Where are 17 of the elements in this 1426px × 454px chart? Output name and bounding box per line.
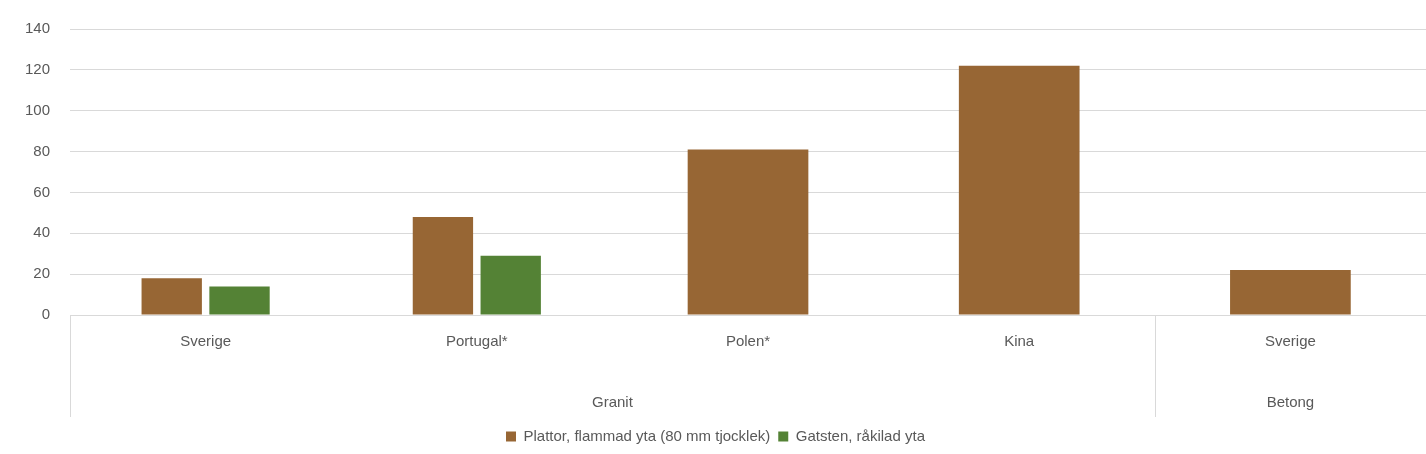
- y-tick-label: 100: [25, 100, 51, 118]
- text: Betong: [1266, 393, 1315, 411]
- y-tick-label: 120: [25, 60, 51, 77]
- x-tick-label: Polen*: [725, 332, 771, 350]
- x-tick-label: Portugal*: [445, 332, 508, 350]
- x-tick-label: Sverige: [180, 332, 232, 350]
- legend-label: Gatsten, råkilad yta: [795, 426, 926, 444]
- y-tick-label: 20: [33, 264, 51, 282]
- x-tick-label: Kina: [1004, 332, 1035, 350]
- y-tick-label: 80: [33, 141, 51, 159]
- legend-label: Plattor, flammad yta (80 mm tjocklek): [523, 426, 771, 444]
- y-tick-label: 60: [33, 182, 51, 200]
- y-tick-label: 40: [33, 223, 51, 241]
- x-tick-label: Sverige: [1264, 332, 1316, 350]
- y-tick-label: 140: [25, 19, 51, 37]
- text: Granit: [591, 393, 634, 411]
- y-tick-label: 0: [41, 305, 51, 323]
